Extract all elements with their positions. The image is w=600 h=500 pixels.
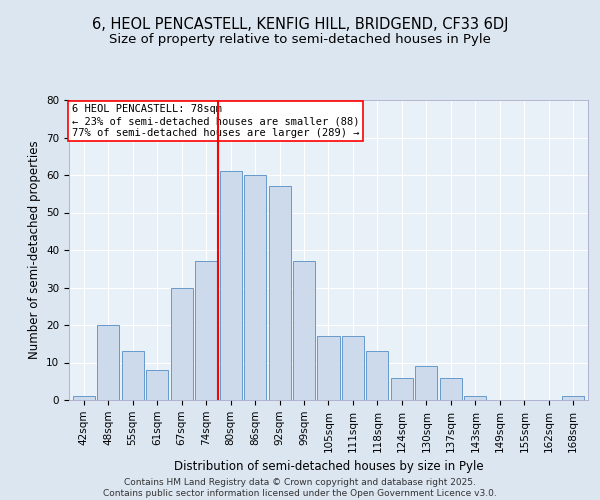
Y-axis label: Number of semi-detached properties: Number of semi-detached properties (28, 140, 41, 360)
Text: 6, HEOL PENCASTELL, KENFIG HILL, BRIDGEND, CF33 6DJ: 6, HEOL PENCASTELL, KENFIG HILL, BRIDGEN… (92, 18, 508, 32)
Bar (220, 171, 242, 400)
Text: Contains HM Land Registry data © Crown copyright and database right 2025.
Contai: Contains HM Land Registry data © Crown c… (103, 478, 497, 498)
Bar (440, 378, 462, 400)
Bar (195, 261, 217, 400)
Text: 6 HEOL PENCASTELL: 78sqm
← 23% of semi-detached houses are smaller (88)
77% of s: 6 HEOL PENCASTELL: 78sqm ← 23% of semi-d… (71, 104, 359, 138)
Bar (244, 175, 266, 400)
Bar (146, 370, 168, 400)
Bar (269, 186, 290, 400)
Bar (293, 261, 315, 400)
Bar (73, 396, 95, 400)
Bar (317, 336, 340, 400)
Bar (342, 336, 364, 400)
Bar (170, 288, 193, 400)
Bar (391, 378, 413, 400)
Bar (97, 325, 119, 400)
Bar (562, 396, 584, 400)
Text: Size of property relative to semi-detached houses in Pyle: Size of property relative to semi-detach… (109, 32, 491, 46)
Bar (464, 396, 487, 400)
Bar (415, 366, 437, 400)
Bar (122, 351, 143, 400)
Bar (367, 351, 388, 400)
X-axis label: Distribution of semi-detached houses by size in Pyle: Distribution of semi-detached houses by … (173, 460, 484, 473)
